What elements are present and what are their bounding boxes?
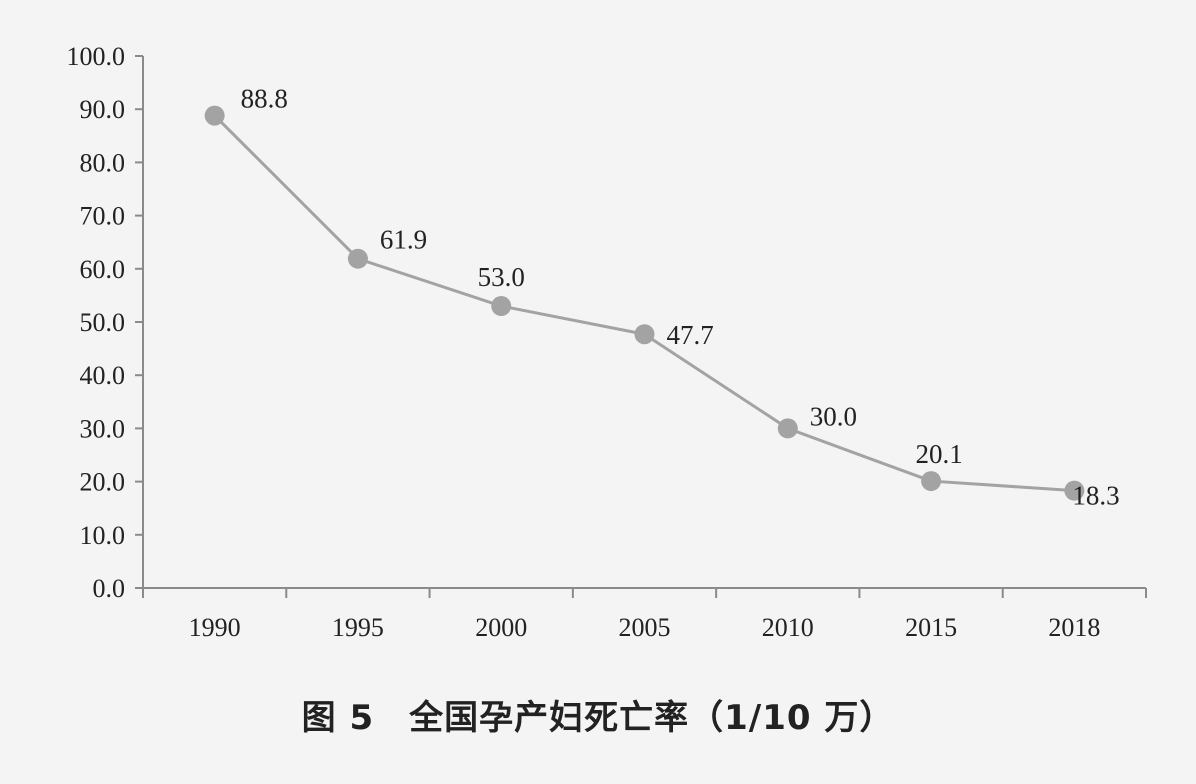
y-tick-label: 10.0 [80, 521, 126, 550]
y-tick-label: 30.0 [80, 414, 126, 443]
data-label: 20.1 [915, 439, 962, 469]
data-label: 53.0 [478, 262, 525, 292]
x-tick-label: 2018 [1048, 613, 1100, 642]
axes: 0.0 10.0 20.0 30.0 40.0 50.0 60.0 70.0 80.0 90.0 1… [67, 42, 1147, 642]
data-point [777, 418, 798, 439]
data-point [347, 248, 368, 269]
y-tick-label: 50.0 [80, 308, 126, 337]
y-tick-label: 0.0 [93, 574, 126, 603]
y-tick-label: 20.0 [80, 468, 126, 497]
chart-title: 图 5 全国孕产妇死亡率（1/10 万） [301, 698, 895, 738]
y-tick-label: 100.0 [67, 42, 126, 71]
y-tick-label: 80.0 [80, 148, 126, 177]
data-label: 30.0 [810, 401, 857, 431]
y-tick-label: 60.0 [80, 255, 126, 284]
data-labels-group: 88.8 61.9 53.0 47.7 30.0 20.1 18.3 [241, 84, 1120, 511]
data-point [1064, 480, 1085, 501]
x-tick-label: 2015 [905, 613, 957, 642]
y-tick-label: 70.0 [80, 202, 126, 231]
data-point [491, 296, 512, 317]
series-line [213, 114, 1075, 493]
data-point [921, 471, 942, 492]
y-tick-label: 90.0 [80, 95, 126, 124]
x-tick-label: 2000 [475, 613, 527, 642]
x-tick-label: 2005 [619, 613, 671, 642]
data-label: 47.7 [667, 320, 714, 350]
data-label: 88.8 [241, 84, 288, 114]
y-tick-label: 40.0 [80, 361, 126, 390]
data-point [204, 105, 225, 126]
data-label: 18.3 [1072, 481, 1119, 511]
series-group [204, 105, 1085, 501]
x-tick-label: 2010 [762, 613, 814, 642]
x-tick-label: 1995 [332, 613, 384, 642]
data-point [634, 324, 655, 345]
data-label: 61.9 [380, 225, 427, 255]
x-tick-label: 1990 [189, 613, 241, 642]
